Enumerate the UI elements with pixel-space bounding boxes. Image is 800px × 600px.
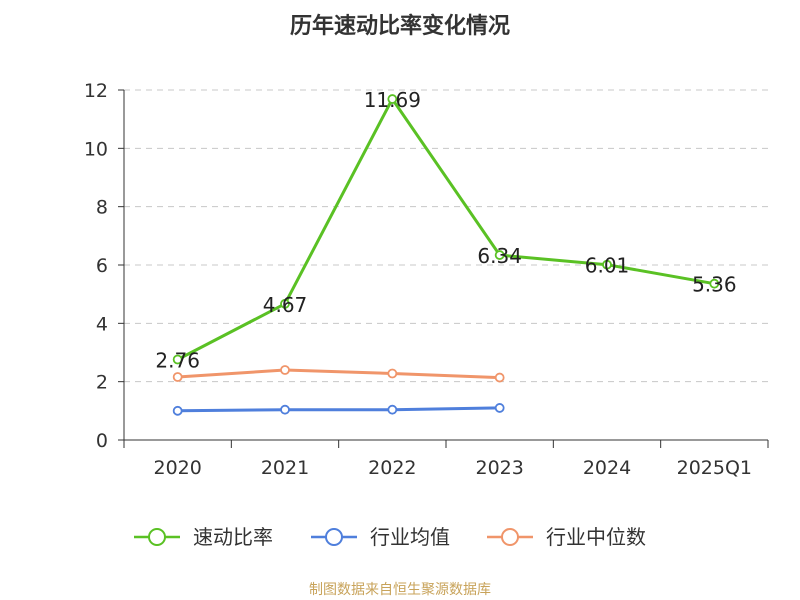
series-point-1-2021[interactable] — [280, 404, 290, 415]
series-point-0-2020[interactable] — [172, 354, 183, 365]
y-tick-label-12: 12 — [84, 80, 108, 102]
data-label-2020: 2.76 — [155, 349, 200, 373]
series-point-2-2023[interactable] — [494, 372, 505, 383]
series-point-1-2022[interactable] — [387, 404, 398, 415]
data-label-2024: 6.01 — [585, 254, 630, 278]
y-tick-label-10: 10 — [84, 138, 108, 160]
series-2 — [172, 365, 505, 383]
x-tick-label-2024: 2024 — [583, 457, 631, 479]
data-label-2023: 6.34 — [477, 244, 522, 268]
data-label-2025Q1: 5.36 — [692, 273, 737, 297]
legend-item-2[interactable]: 行业中位数 — [487, 525, 646, 549]
series-point-0-2025Q1[interactable] — [709, 278, 720, 289]
series-layer — [172, 94, 720, 416]
legend-label-1: 行业均值 — [370, 525, 450, 549]
series-line-1 — [177, 406, 500, 413]
series-line-0 — [177, 97, 715, 361]
grid — [124, 89, 768, 383]
series-line-2 — [177, 368, 500, 380]
y-tick-label-4: 4 — [96, 313, 108, 335]
x-tick-label-2023: 2023 — [475, 457, 523, 479]
data-label-2021: 4.67 — [263, 293, 308, 317]
series-0 — [172, 94, 720, 365]
y-tick-label-2: 2 — [96, 372, 108, 394]
series-point-2-2020[interactable] — [172, 372, 183, 382]
legend-label-0: 速动比率 — [193, 525, 273, 549]
legend-marker-1 — [325, 528, 343, 546]
legend-item-1[interactable]: 行业均值 — [311, 525, 450, 549]
series-1 — [172, 403, 505, 416]
legend-item-0[interactable]: 速动比率 — [134, 525, 273, 549]
legend[interactable]: 速动比率 行业均值 行业中位数 — [134, 525, 646, 549]
source-note: 制图数据来自恒生聚源数据库 — [309, 582, 491, 598]
legend-marker-0 — [148, 528, 166, 546]
series-point-1-2023[interactable] — [494, 403, 505, 413]
axes: 0 2 4 6 8 10 12 2020 2021 2022 2023 2024 2025Q1 — [84, 80, 769, 479]
y-tick-label-8: 8 — [96, 197, 108, 219]
y-tick-label-0: 0 — [96, 430, 108, 452]
legend-marker-2 — [501, 528, 519, 546]
series-point-0-2022[interactable] — [387, 94, 398, 104]
series-point-0-2021[interactable] — [280, 298, 290, 309]
data-label-2022: 11.69 — [364, 88, 421, 112]
series-point-0-2024[interactable] — [602, 259, 612, 270]
x-tick-label-2025Q1: 2025Q1 — [677, 457, 752, 479]
legend-label-2: 行业中位数 — [546, 525, 646, 549]
series-point-2-2022[interactable] — [387, 368, 398, 379]
series-point-0-2023[interactable] — [494, 250, 505, 260]
y-tick-label-6: 6 — [96, 255, 108, 277]
series-point-2-2021[interactable] — [280, 365, 290, 375]
data-labels: 2.76 4.67 11.69 6.34 6.01 5.36 — [155, 88, 736, 372]
x-tick-label-2020: 2020 — [153, 457, 201, 479]
chart-title: 历年速动比率变化情况 — [290, 13, 510, 39]
x-tick-label-2022: 2022 — [368, 457, 416, 479]
x-tick-label-2021: 2021 — [261, 457, 309, 479]
series-point-1-2020[interactable] — [172, 405, 183, 416]
